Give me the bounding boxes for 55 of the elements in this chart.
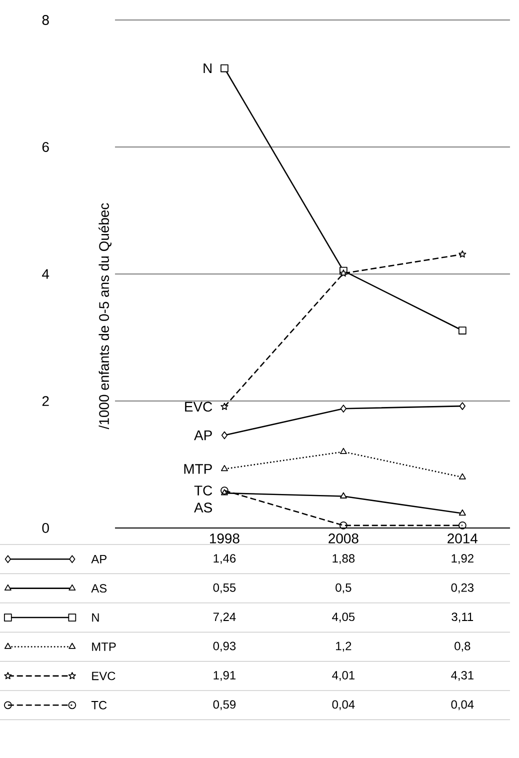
y-tick-label: 0 [42, 523, 49, 533]
text: AP [194, 430, 212, 440]
data-label: 0,04 [451, 700, 474, 710]
point [220, 486, 228, 494]
data-label: 0,55 [213, 583, 236, 594]
text: N [204, 63, 212, 74]
point [220, 465, 228, 472]
x-tick-label: 1998 [210, 534, 240, 544]
y-axis-title: /1000 enfants de 0-5 ans du Québec [98, 203, 112, 430]
point [458, 509, 466, 516]
point [458, 326, 466, 334]
legend-label: N [92, 613, 99, 622]
data-label: 4,05 [332, 612, 355, 622]
x-tick-label: 2008 [328, 534, 358, 544]
text: TC [194, 486, 212, 496]
data-label: 1,92 [452, 554, 474, 564]
data-label: 3,11 [452, 612, 474, 622]
data-label: 0,93 [213, 642, 236, 652]
legend-label: AS [91, 584, 107, 593]
data-label: 1,46 [214, 554, 236, 564]
data-label: 0,23 [451, 583, 474, 594]
data-label: 4,31 [451, 671, 474, 681]
y-tick-label: 4 [42, 269, 50, 279]
legend-label: AP [91, 555, 106, 564]
point [220, 402, 228, 410]
point [340, 269, 348, 277]
y-tick-label: 2 [42, 396, 49, 406]
y-tick-label: 8 [42, 15, 49, 25]
point [340, 522, 348, 530]
point [340, 404, 347, 413]
point [340, 492, 347, 498]
point [458, 250, 466, 258]
point [458, 473, 466, 480]
point [458, 522, 466, 530]
data-label: 0,59 [213, 700, 236, 710]
data-label: 0,5 [336, 583, 352, 594]
data-label: 4,01 [332, 671, 354, 681]
text: MTP [184, 464, 212, 474]
point [220, 64, 228, 72]
point [221, 431, 228, 440]
x-tick-label: 2014 [448, 534, 478, 544]
data-label: 1,88 [332, 554, 355, 564]
legend-label: TC [91, 700, 107, 710]
data-label: 1,2 [336, 642, 352, 652]
data-label: 0,04 [332, 700, 355, 710]
y-tick-label: 6 [42, 142, 49, 152]
legend-label: MTP [92, 642, 116, 651]
data-label: 7,24 [213, 612, 236, 622]
data-label: 1,91 [214, 671, 236, 681]
point [459, 402, 466, 410]
data-label: 0,8 [454, 642, 470, 652]
legend-label: EVC [92, 672, 116, 680]
point [340, 448, 347, 454]
text: EVC [185, 402, 212, 412]
text: AS [194, 502, 212, 513]
